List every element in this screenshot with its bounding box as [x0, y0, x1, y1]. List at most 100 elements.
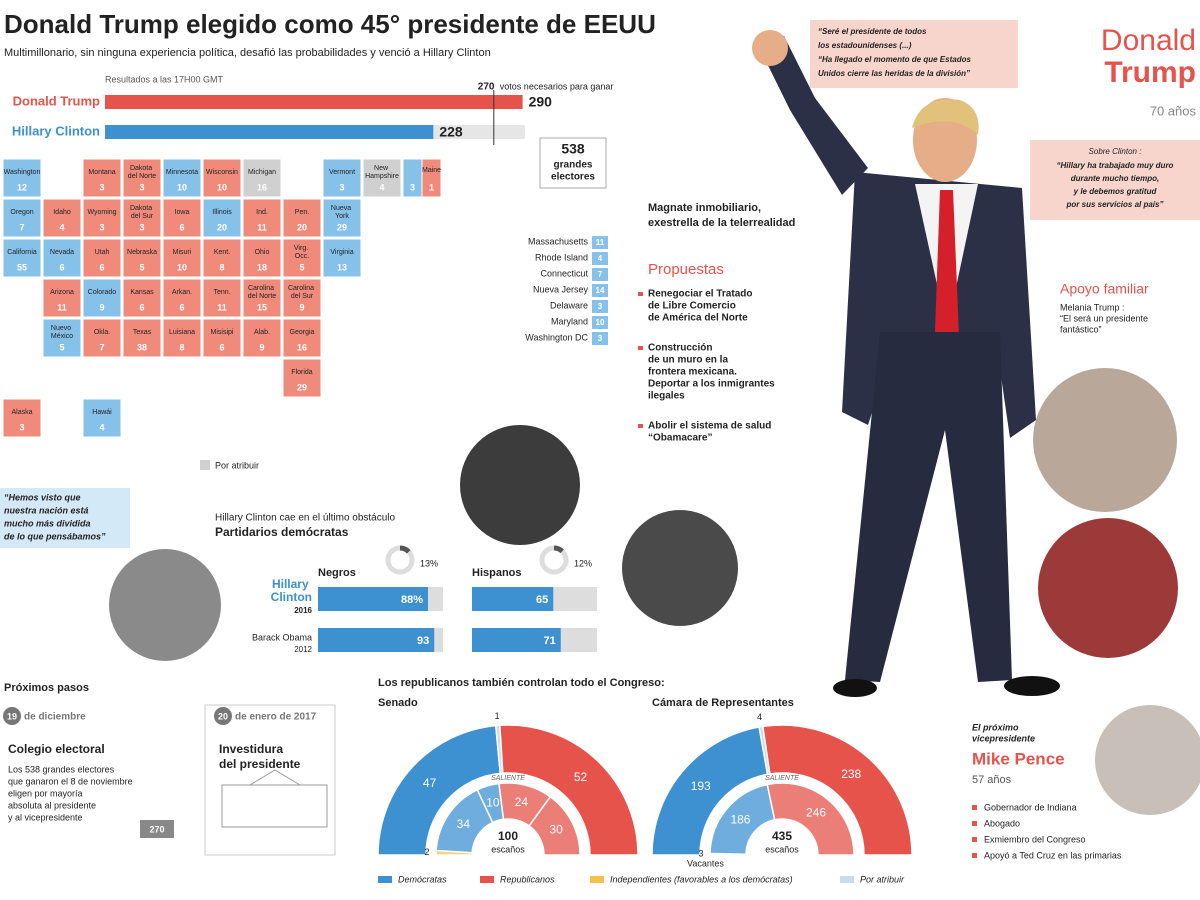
quote-line: y le debemos gratitud: [1073, 187, 1158, 196]
quote-box: [0, 488, 130, 548]
profile-first: Donald: [1101, 24, 1196, 57]
text-line: Nueva: [331, 205, 353, 212]
step-line: que ganaron el 8 de noviembre: [8, 776, 133, 786]
results-note: Resultados a las 17H00 GMT: [105, 74, 224, 84]
bar: [105, 95, 523, 109]
state-tile: [82, 318, 122, 358]
subtitle: Multimillonario, sin ninguna experiencia…: [4, 47, 491, 59]
family-quote: “El será un presidente: [1060, 313, 1148, 323]
seats-value: 435: [772, 829, 792, 843]
date-text: de enero de 2017: [235, 712, 317, 723]
text-line: Dakota: [130, 165, 154, 172]
white-house: [204, 704, 336, 856]
text-line: New: [374, 165, 390, 172]
state-name: Virg. Occ.: [294, 245, 310, 260]
pence-bullet: Apoyó a Ted Cruz en las primarias: [984, 850, 1122, 860]
state-tile: [202, 198, 242, 238]
state-tile: [82, 198, 122, 238]
profile-bio: exestrella de la telerrealidad: [648, 217, 795, 229]
quote-line: mucho más dividida: [4, 518, 91, 528]
state-votes: 9: [299, 302, 304, 312]
proposal-line: frontera mexicana.: [648, 367, 737, 378]
state-name: Nevada: [50, 249, 74, 256]
state-name: Tenn.: [213, 289, 230, 296]
state-tile: [2, 198, 42, 238]
state-tile: [242, 238, 282, 278]
state-tile: [202, 278, 242, 318]
bar-value: 228: [439, 124, 463, 140]
state-votes: 55: [17, 262, 27, 272]
state-name: Carolina del Sur: [288, 285, 316, 300]
state-votes: 4: [99, 422, 104, 432]
state-name: Utah: [95, 249, 110, 256]
state-name: Misisipi: [211, 329, 234, 336]
trump-figure: [752, 30, 1060, 697]
state-name: Maryland: [551, 316, 588, 326]
date-day: 20: [218, 711, 228, 721]
quote-line: nuestra nación está: [4, 505, 89, 515]
photo-pence: [1095, 705, 1200, 815]
state-name: Michigan: [248, 169, 276, 176]
state-name: Illinois: [212, 209, 232, 216]
bar: [472, 628, 561, 652]
quote-line: “Hillary ha trabajado muy duro: [1057, 161, 1174, 170]
state-name: Idaho: [53, 209, 71, 216]
total-value: 538: [561, 141, 585, 157]
state-votes: 5: [299, 262, 304, 272]
state-box: [592, 284, 608, 297]
state-name: Dakota del Norte: [128, 165, 157, 180]
state-votes: 9: [99, 302, 104, 312]
state-votes: 10: [177, 262, 187, 272]
state-name: Delaware: [550, 300, 588, 310]
state-votes: 6: [99, 262, 104, 272]
pence-kicker: El próximo: [972, 722, 1019, 732]
state-tile: [82, 238, 122, 278]
state-votes: 20: [297, 222, 307, 232]
legend-swatch: [200, 460, 210, 470]
state-name: Massachusetts: [528, 236, 589, 246]
legend-swatch: [378, 876, 392, 883]
state-votes: 4: [379, 182, 384, 192]
state-name: Rhode Island: [535, 252, 588, 262]
quote-line: “Hemos visto que: [4, 492, 81, 502]
text-line: del Sur: [291, 293, 314, 300]
text-line: Carolina: [288, 285, 316, 292]
state-tile: [82, 158, 122, 198]
state-tile: [162, 278, 202, 318]
donut-track: [539, 545, 569, 575]
state-tile: [82, 278, 122, 318]
family-quote: fantástico”: [1060, 324, 1102, 334]
pence-bullet: Exmiembro del Congreso: [984, 834, 1086, 844]
photo-family: [1033, 368, 1177, 512]
legend-label: Republicanos: [500, 874, 555, 884]
quote-label: Sobre Clinton :: [1089, 147, 1142, 156]
bar: [318, 587, 428, 611]
state-votes: 7: [19, 222, 24, 232]
pence-bullet: Abogado: [984, 818, 1020, 828]
legend-label: Por atribuir: [215, 460, 259, 470]
quote-line: los estadounidenses (...): [818, 41, 912, 50]
counter-box: [140, 820, 174, 838]
arm: [758, 36, 868, 195]
shoe: [1004, 676, 1060, 696]
state-votes: 3: [598, 302, 603, 311]
state-tile: [122, 198, 162, 238]
text-line: Dakota: [130, 205, 154, 212]
state-votes: 6: [219, 342, 224, 352]
state-name: Nueva York: [331, 205, 353, 220]
tie: [934, 190, 960, 372]
state-name: Carolina del Norte: [248, 285, 277, 300]
state-tile: [42, 318, 82, 358]
state-tile: [421, 158, 442, 198]
proposal-line: Renegociar el Tratado: [648, 289, 752, 300]
seat-label: 1: [495, 711, 500, 721]
state-tile: [282, 198, 322, 238]
state-votes: 20: [217, 222, 227, 232]
proposal-line: de América del Norte: [648, 313, 748, 324]
bar-value: 88%: [401, 594, 423, 606]
counter-value: 270: [149, 824, 164, 834]
proposal-line: “Obamacare”: [648, 433, 712, 444]
state-box: [592, 300, 608, 313]
state-name: Alaska: [11, 409, 32, 416]
profile-age: 70 años: [1150, 103, 1197, 118]
